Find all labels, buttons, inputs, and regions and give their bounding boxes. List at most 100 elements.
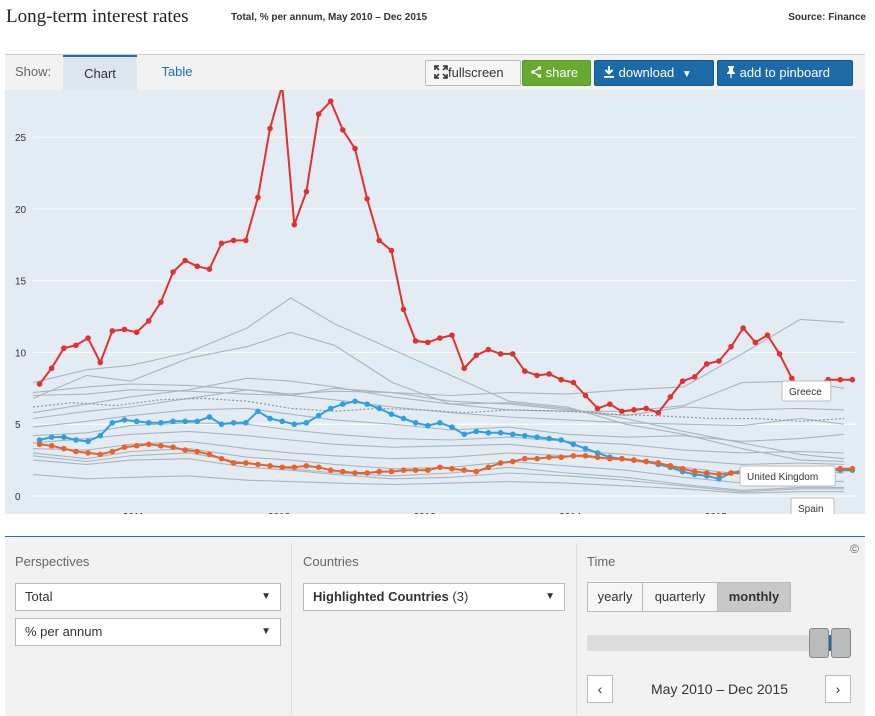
prev-period-button[interactable]: ‹ [587,675,613,703]
copyright-icon: © [850,542,859,556]
slider-start-handle[interactable] [809,628,830,658]
series-point [145,419,152,426]
divider [576,543,577,715]
series-point [546,435,552,442]
perspective-select-value: Total [25,589,53,604]
y-tick-label: 10 [15,348,27,359]
time-monthly-button[interactable]: monthly [717,582,791,612]
series-point [473,352,480,359]
series-point [594,405,601,412]
series-point [315,464,322,471]
download-label: download [618,65,675,80]
x-tick-label: 2015 [705,512,728,514]
series-point [546,371,552,377]
series-point [121,326,128,333]
series-point [206,414,213,420]
series-point [449,465,455,472]
caret-down-icon: ▼ [681,69,692,80]
series-point [509,431,516,438]
series-point [509,351,516,357]
series-point [425,467,431,473]
series-point [230,419,237,426]
series-point [558,437,564,443]
series-point [170,444,176,450]
chevron-right-icon: › [835,681,841,697]
share-label: share [545,65,579,80]
series-point [243,460,249,466]
series-point [837,465,844,472]
series-point [716,475,722,482]
series-point [61,434,67,440]
series-point [400,467,407,473]
series-point [97,359,104,366]
series-point [728,343,734,350]
series-point [412,419,419,426]
series-point [473,468,480,475]
fullscreen-button[interactable]: fullscreen [425,60,521,86]
series-point [230,237,237,244]
time-yearly-button[interactable]: yearly [587,582,643,612]
series-point [218,240,225,247]
series-point [327,98,334,104]
series-point [206,451,213,458]
series-point [631,457,637,463]
series-point [352,145,358,152]
series-point [534,434,540,440]
tab-table[interactable]: Table [161,64,193,79]
series-point [48,365,55,372]
series-point [303,419,310,426]
series-point [509,458,516,465]
series-point [376,405,382,412]
next-period-button[interactable]: › [825,675,851,703]
series-point [449,424,455,430]
background-series-line [32,448,844,484]
series-point [449,332,455,338]
background-series-line [32,318,844,397]
chevron-left-icon: ‹ [597,681,603,697]
series-point [267,125,273,132]
series-point [121,417,128,423]
chart-toolbar: Show: Chart Table fullscreen share downl… [5,54,865,91]
time-quarterly-button[interactable]: quarterly [642,582,718,612]
slider-end-handle[interactable] [831,628,851,658]
background-series-line [32,422,844,454]
series-label-box [739,465,836,487]
dotted-series-line [32,397,844,422]
series-point [315,111,322,117]
countries-select[interactable]: Highlighted Countries (3) ▼ [303,583,565,611]
series-point [716,471,722,478]
series-point [619,408,625,415]
tab-chart[interactable]: Chart [63,55,137,91]
series-point [437,419,443,426]
pinboard-button[interactable]: add to pinboard [717,60,853,86]
y-tick-label: 15 [15,277,27,288]
series-point [521,432,528,439]
unit-select[interactable]: % per annum ▼ [15,618,281,646]
series-point [85,438,91,445]
series-point [376,237,382,244]
time-slider[interactable] [587,628,851,658]
pinboard-label: add to pinboard [739,65,830,80]
share-button[interactable]: share [522,60,591,86]
series-point [643,405,649,412]
series-point [461,431,468,438]
background-series-line [32,458,844,493]
series-point [570,453,577,459]
series-point [570,379,577,386]
series-point [388,247,395,254]
series-point [73,437,79,443]
series-point [521,455,528,462]
series-point [352,470,358,476]
series-point [497,460,504,466]
download-button[interactable]: download ▼ [594,60,714,86]
series-point [218,455,225,462]
series-point [73,448,79,455]
series-point [764,332,771,338]
series-point [315,412,322,419]
perspective-select[interactable]: Total ▼ [15,583,281,611]
series-point [36,381,43,387]
series-point [255,461,261,468]
y-tick-label: 25 [15,133,27,144]
series-point [667,463,674,469]
series-point [679,465,686,472]
